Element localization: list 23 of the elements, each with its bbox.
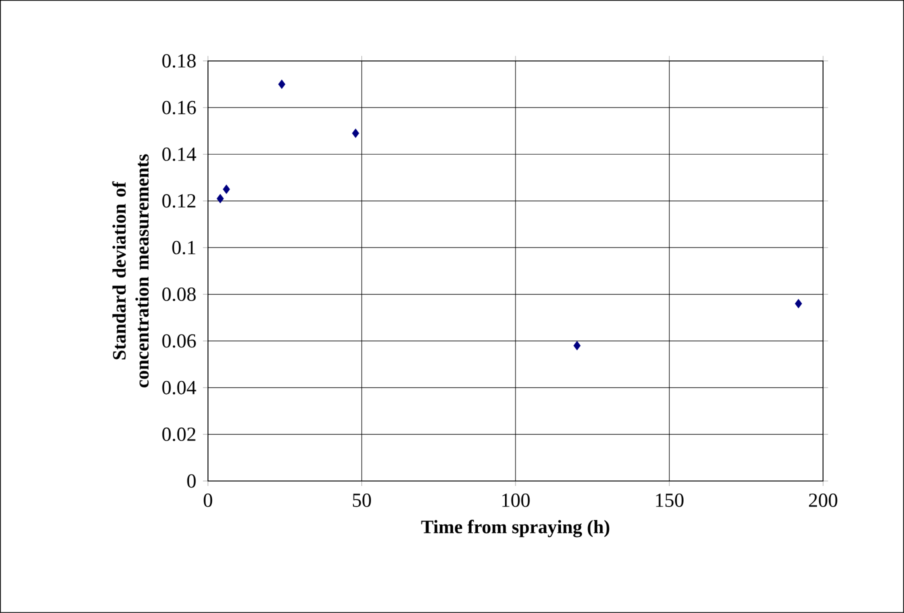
y-tick-label: 0.16 [162, 100, 196, 114]
x-axis-title: Time from spraying (h) [421, 520, 610, 538]
x-tick-label: 100 [502, 494, 530, 507]
y-tick-label: 0.02 [162, 428, 196, 442]
y-tick-label: 0 [187, 474, 196, 488]
y-tick-label: 0.06 [162, 334, 196, 348]
y-tick-label: 0.08 [162, 288, 196, 302]
y-tick-label: 0.18 [162, 54, 196, 68]
y-axis-title: Standard deviation of concentration measurements [112, 154, 149, 388]
point [222, 184, 230, 194]
y-tick-label: 0.04 [162, 380, 196, 394]
point [216, 194, 224, 204]
y-tick-label: 0.14 [162, 148, 196, 162]
point [794, 298, 802, 308]
x-tick-label: 50 [352, 494, 371, 507]
x-tick-label: 0 [204, 494, 212, 507]
x-tick-label: 200 [809, 494, 838, 507]
y-tick-label: 0.12 [162, 194, 196, 208]
x-tick-label: 150 [656, 494, 684, 507]
point [278, 80, 286, 89]
y-tick-label: 0.1 [172, 240, 196, 254]
point [573, 340, 581, 350]
point [352, 128, 360, 138]
